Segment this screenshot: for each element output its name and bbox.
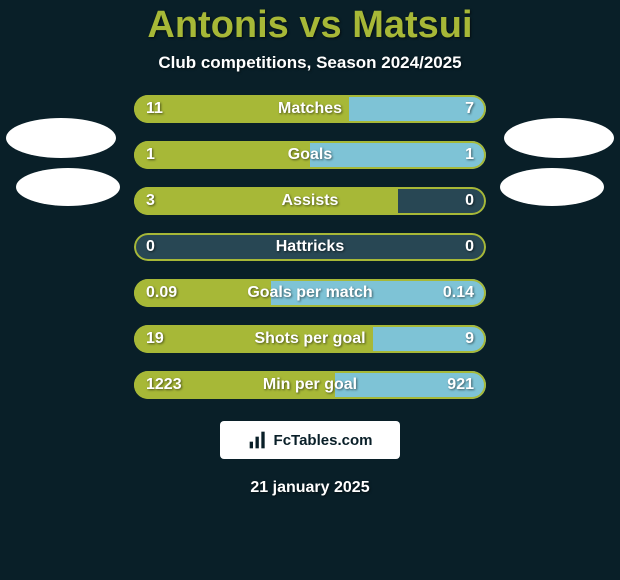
- comparison-card: Antonis vs Matsui Club competitions, Sea…: [0, 0, 620, 580]
- player-right-avatar: [504, 118, 614, 158]
- player-right-name: Matsui: [352, 4, 472, 46]
- stat-label: Assists: [134, 187, 486, 215]
- vs-separator: vs: [299, 4, 341, 46]
- stat-label: Matches: [134, 95, 486, 123]
- chart-icon: [248, 430, 268, 450]
- generated-date: 21 january 2025: [0, 479, 620, 497]
- stat-row: 00Hattricks: [134, 233, 486, 261]
- stat-row: 199Shots per goal: [134, 325, 486, 353]
- stat-label: Shots per goal: [134, 325, 486, 353]
- stat-bars: 117Matches 11Goals 30Assists 00Hattricks 0.0…: [134, 95, 486, 399]
- brand-logo: FcTables.com: [220, 421, 400, 459]
- team-left-avatar: [16, 168, 120, 206]
- page-title: Antonis vs Matsui: [0, 0, 620, 47]
- player-left-avatar: [6, 118, 116, 158]
- stat-row: 117Matches: [134, 95, 486, 123]
- subtitle: Club competitions, Season 2024/2025: [0, 53, 620, 73]
- stat-row: 30Assists: [134, 187, 486, 215]
- team-right-avatar: [500, 168, 604, 206]
- stat-label: Hattricks: [134, 233, 486, 261]
- player-left-name: Antonis: [147, 4, 288, 46]
- stat-row: 1223921Min per goal: [134, 371, 486, 399]
- stat-label: Min per goal: [134, 371, 486, 399]
- stat-label: Goals: [134, 141, 486, 169]
- stat-label: Goals per match: [134, 279, 486, 307]
- stat-row: 11Goals: [134, 141, 486, 169]
- brand-text: FcTables.com: [274, 432, 373, 449]
- stat-row: 0.090.14Goals per match: [134, 279, 486, 307]
